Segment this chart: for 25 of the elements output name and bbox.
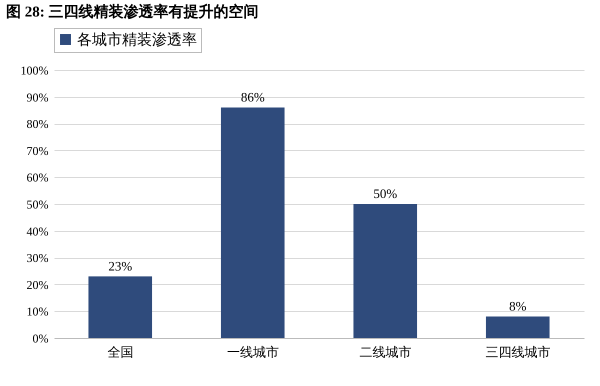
y-tick-label: 90% <box>26 90 48 104</box>
y-tick-label: 20% <box>26 278 48 292</box>
data-label: 86% <box>240 90 265 105</box>
data-label: 8% <box>509 298 527 314</box>
y-tick-label: 40% <box>26 224 48 238</box>
chart-title: 图 28: 三四线精装渗透率有提升的空间 <box>6 2 258 20</box>
x-tick-label: 二线城市 <box>359 344 412 360</box>
x-tick-label: 三四线城市 <box>485 344 550 360</box>
x-tick-label: 全国 <box>107 344 134 360</box>
y-tick-label: 60% <box>26 170 48 185</box>
bar <box>353 204 418 338</box>
y-tick-label: 10% <box>26 304 48 319</box>
y-tick-label: 0% <box>32 332 48 346</box>
bar <box>486 316 550 338</box>
y-tick-label: 70% <box>26 144 48 158</box>
y-tick-label: 80% <box>26 117 48 132</box>
data-label: 50% <box>373 186 398 201</box>
data-label: 23% <box>108 258 132 274</box>
y-tick-label: 50% <box>26 198 48 212</box>
y-tick-label: 30% <box>26 251 48 266</box>
bar <box>220 108 285 338</box>
y-tick-label: 100% <box>20 64 48 78</box>
bar <box>88 276 152 338</box>
x-tick-label: 一线城市 <box>226 344 279 360</box>
legend-label: 各城市精装渗透率 <box>77 32 197 48</box>
